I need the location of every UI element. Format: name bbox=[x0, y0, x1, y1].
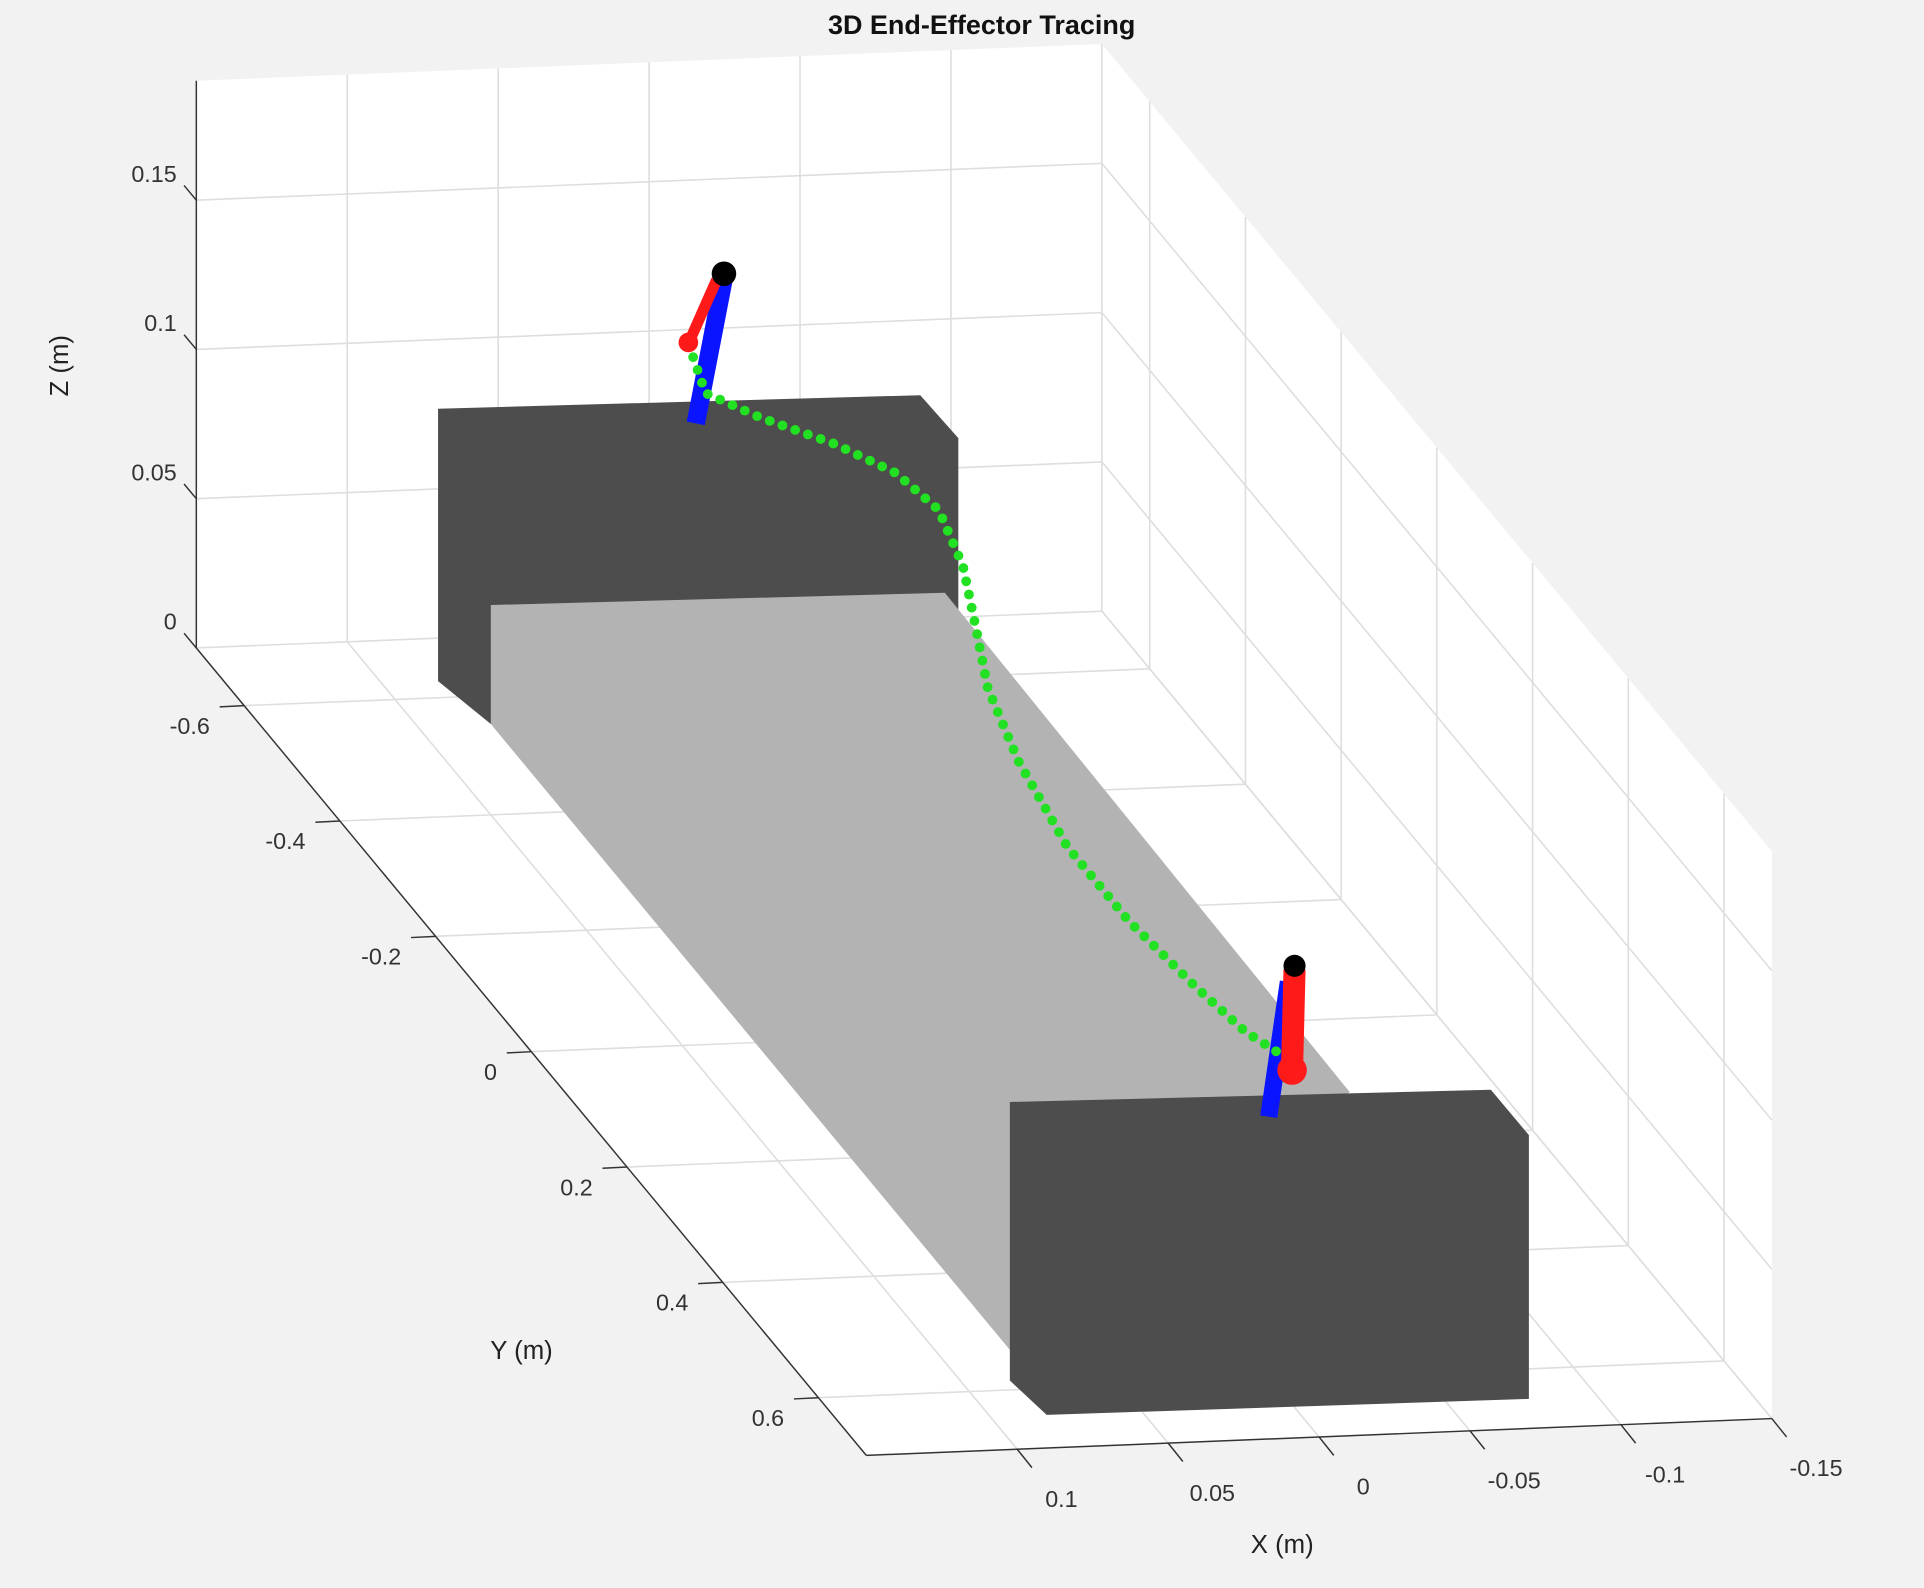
x-tick-label: 0.05 bbox=[1190, 1480, 1235, 1506]
table-block bbox=[1009, 1089, 1529, 1415]
z-tick bbox=[183, 184, 197, 201]
x-tick-label: -0.05 bbox=[1488, 1468, 1541, 1494]
labels: 3D End-Effector Tracing Z (m) Y (m) X (m… bbox=[46, 10, 1842, 1559]
robot-link bbox=[686, 275, 733, 426]
x-tick-label: 0.1 bbox=[1045, 1486, 1077, 1512]
z-tick bbox=[183, 632, 197, 649]
y-tick bbox=[219, 704, 245, 708]
x-tick-label: -0.1 bbox=[1645, 1461, 1685, 1487]
x-axis-title: X (m) bbox=[1251, 1531, 1314, 1559]
y-tick bbox=[506, 1050, 532, 1054]
y-tick-label: 0 bbox=[484, 1059, 497, 1085]
y-tick bbox=[698, 1281, 723, 1285]
chart-title: 3D End-Effector Tracing bbox=[828, 10, 1135, 40]
z-tick bbox=[183, 334, 197, 350]
x-tick bbox=[1016, 1448, 1033, 1469]
z-tick-label: 0 bbox=[164, 609, 177, 635]
grid-line bbox=[1101, 461, 1773, 1270]
robot-joint bbox=[1277, 1055, 1307, 1085]
grid-line bbox=[196, 162, 1102, 201]
z-tick bbox=[183, 483, 197, 500]
trajectory-layer bbox=[688, 352, 1288, 1061]
x-tick bbox=[1469, 1430, 1486, 1450]
y-tick-label: 0.4 bbox=[656, 1290, 688, 1316]
x-tick bbox=[1771, 1418, 1788, 1438]
grid-line bbox=[1101, 162, 1773, 972]
z-tick-label: 0.15 bbox=[131, 161, 176, 187]
y-tick bbox=[602, 1166, 628, 1169]
y-tick-label: 0.2 bbox=[560, 1174, 592, 1200]
robot-link bbox=[1281, 969, 1306, 1068]
x-tick bbox=[1318, 1436, 1335, 1456]
z-tick-label: 0.1 bbox=[144, 310, 176, 336]
scene-objects bbox=[438, 261, 1529, 1415]
grid-line bbox=[1101, 610, 1773, 1420]
x-tick-label: 0 bbox=[1357, 1474, 1370, 1500]
grid-line bbox=[196, 311, 1102, 351]
y-tick bbox=[315, 820, 340, 823]
z-tick-label: 0.05 bbox=[131, 459, 176, 485]
robot-link bbox=[683, 277, 722, 346]
y-tick-label: -0.4 bbox=[265, 828, 305, 854]
x-tick bbox=[1167, 1442, 1184, 1462]
robot-joint bbox=[678, 332, 699, 353]
robot-joint bbox=[711, 261, 737, 287]
grid-line bbox=[1101, 312, 1773, 1121]
y-tick-label: 0.6 bbox=[752, 1405, 784, 1431]
x-tick-label: -0.15 bbox=[1789, 1455, 1842, 1481]
y-tick bbox=[411, 935, 436, 939]
trajectory bbox=[688, 352, 1288, 1061]
robot-joint bbox=[1283, 954, 1306, 977]
z-axis-title: Z (m) bbox=[46, 335, 74, 396]
y-tick-label: -0.2 bbox=[361, 944, 401, 970]
x-tick bbox=[1620, 1424, 1637, 1444]
y-tick-label: -0.6 bbox=[170, 713, 210, 739]
y-axis-title: Y (m) bbox=[490, 1337, 552, 1365]
y-tick bbox=[793, 1396, 819, 1400]
